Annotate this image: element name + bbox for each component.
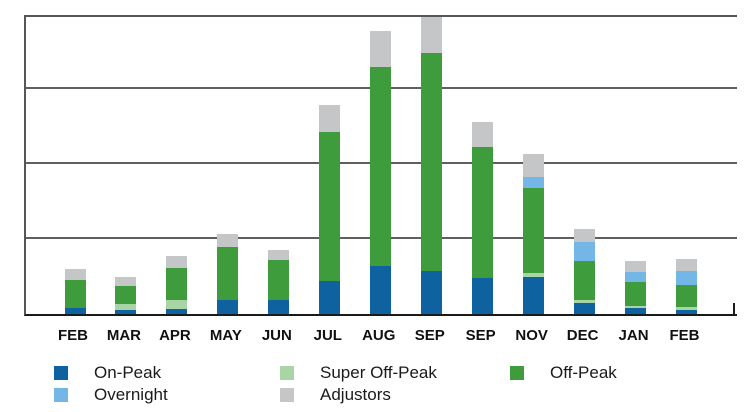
bar-segment-overnight: [574, 242, 596, 262]
bar-13-feb: [676, 259, 698, 314]
legend-label: Adjustors: [320, 385, 391, 404]
bar-segment-super-off-peak: [676, 307, 698, 311]
bar-segment-off-peak: [421, 53, 443, 272]
bar-segment-super-off-peak: [166, 299, 188, 309]
bar-5-jun: [268, 249, 290, 314]
plot-area: [24, 15, 737, 316]
bar-segment-off-peak: [319, 131, 341, 281]
x-axis-label: FEB: [58, 327, 88, 344]
bar-segment-adjustors: [523, 154, 545, 178]
bar-segment-on-peak: [166, 308, 188, 314]
bar-segment-adjustors: [421, 17, 443, 54]
bar-segment-on-peak: [115, 309, 137, 314]
bar-segment-off-peak: [166, 267, 188, 300]
bar-segment-off-peak: [115, 286, 137, 305]
legend-swatch-icon: [510, 366, 524, 380]
bar-segment-off-peak: [370, 67, 392, 266]
x-axis-label: FEB: [669, 327, 700, 344]
bar-segment-adjustors: [472, 122, 494, 147]
legend-label: Overnight: [94, 385, 168, 404]
x-axis-label: JUN: [261, 327, 292, 344]
bar-10-nov: [523, 154, 545, 314]
legend-entry: On-Peak: [54, 362, 168, 384]
bar-segment-on-peak: [217, 299, 239, 314]
x-axis-label: AUG: [362, 327, 396, 344]
bar-segment-super-off-peak: [574, 300, 596, 303]
bar-segment-on-peak: [625, 308, 647, 314]
bar-8-sep: [421, 17, 443, 314]
legend-swatch-icon: [54, 388, 68, 402]
bar-segment-on-peak: [523, 277, 545, 314]
legend-label: On-Peak: [94, 363, 162, 382]
bar-3-apr: [166, 255, 188, 314]
bar-segment-on-peak: [421, 271, 443, 314]
legend-entry: Overnight: [54, 384, 168, 406]
bar-segment-super-off-peak: [523, 273, 545, 278]
bar-segment-on-peak: [574, 302, 596, 314]
bar-segment-on-peak: [676, 310, 698, 314]
x-axis-label: SEP: [465, 327, 496, 344]
bar-segment-off-peak: [625, 281, 647, 306]
bar-segment-off-peak: [64, 280, 86, 308]
x-axis-label: SEP: [414, 327, 445, 344]
bar-segment-on-peak: [370, 266, 392, 314]
legend-entry: Super Off-Peak: [280, 362, 437, 384]
bar-segment-adjustors: [319, 104, 341, 132]
bar-segment-on-peak: [64, 308, 86, 314]
legend-swatch-icon: [280, 366, 294, 380]
bar-segment-adjustors: [370, 31, 392, 68]
bar-4-may: [217, 234, 239, 314]
bar-segment-adjustors: [217, 234, 239, 247]
bar-segment-adjustors: [115, 277, 137, 287]
legend-entry: Off-Peak: [510, 362, 617, 384]
bar-segment-on-peak: [319, 281, 341, 314]
bar-segment-adjustors: [268, 249, 290, 260]
x-axis-label: JUL: [313, 327, 342, 344]
x-axis-label: MAR: [106, 327, 142, 344]
axis-right-tick: [733, 303, 735, 315]
bar-segment-off-peak: [676, 285, 698, 308]
x-axis-label: NOV: [515, 327, 548, 344]
legend-column: Off-Peak: [510, 362, 617, 384]
bar-segment-adjustors: [676, 259, 698, 272]
x-axis-label: JAN: [618, 327, 649, 344]
bar-segment-adjustors: [166, 255, 188, 268]
bar-12-jan: [625, 260, 647, 314]
bar-segment-super-off-peak: [115, 304, 137, 310]
legend-swatch-icon: [280, 388, 294, 402]
bar-segment-overnight: [523, 177, 545, 189]
bar-segment-adjustors: [574, 229, 596, 243]
bar-1-feb: [64, 269, 86, 314]
bar-segment-adjustors: [64, 269, 86, 281]
bar-segment-off-peak: [574, 261, 596, 301]
x-axis-label: DEC: [566, 327, 599, 344]
legend-entry: Adjustors: [280, 384, 437, 406]
legend-swatch-icon: [54, 366, 68, 380]
bar-9-sep: [472, 122, 494, 314]
bar-7-aug: [370, 31, 392, 314]
bar-segment-off-peak: [217, 246, 239, 300]
bar-segment-overnight: [625, 272, 647, 282]
bar-segment-super-off-peak: [625, 305, 647, 308]
bar-segment-on-peak: [472, 278, 494, 314]
bar-segment-adjustors: [625, 260, 647, 273]
x-axis-label: MAY: [209, 327, 242, 344]
bar-segment-overnight: [676, 271, 698, 286]
bar-segment-on-peak: [268, 299, 290, 314]
legend-label: Super Off-Peak: [320, 363, 437, 382]
bar-11-dec: [574, 229, 596, 314]
legend-column: Super Off-Peak Adjustors: [280, 362, 437, 406]
bar-segment-off-peak: [472, 146, 494, 278]
x-axis-label: APR: [159, 327, 191, 344]
bar-2-mar: [115, 277, 137, 314]
bar-6-jul: [319, 104, 341, 314]
bar-segment-off-peak: [268, 259, 290, 300]
legend-column: On-Peak Overnight: [54, 362, 168, 406]
bar-segment-off-peak: [523, 188, 545, 274]
legend-label: Off-Peak: [550, 363, 617, 382]
